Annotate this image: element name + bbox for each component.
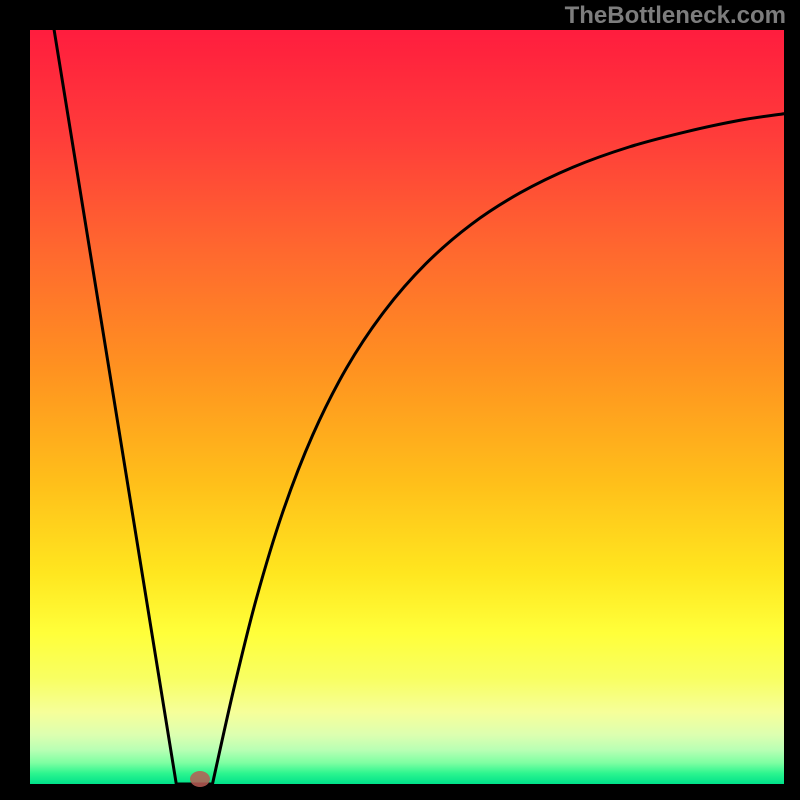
frame-left: [0, 0, 30, 800]
watermark-text: TheBottleneck.com: [565, 2, 786, 30]
frame-right: [784, 0, 800, 800]
bottleneck-curve: [30, 30, 784, 784]
plot-area: [30, 30, 784, 784]
frame-bottom: [0, 784, 800, 800]
vertex-marker: [190, 771, 210, 787]
